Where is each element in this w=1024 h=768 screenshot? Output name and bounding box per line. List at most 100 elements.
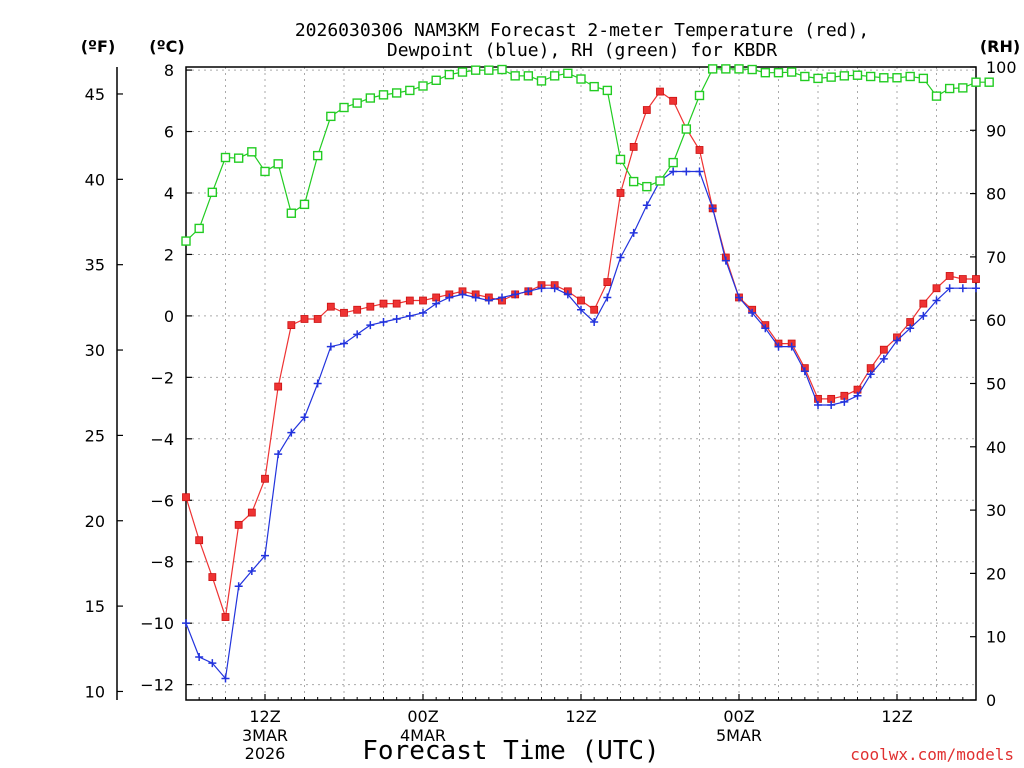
dewpoint-point — [682, 167, 691, 176]
temperature-point — [379, 299, 388, 308]
dewpoint-point — [853, 391, 862, 400]
temperature-point — [195, 536, 204, 545]
rh-point — [260, 166, 270, 177]
fahrenheit-unit-label: (ºF) — [81, 37, 116, 56]
rh-point — [905, 71, 915, 82]
dewpoint-point — [445, 293, 454, 302]
temperature-point — [182, 493, 190, 502]
celsius-tick-label: −2 — [150, 368, 174, 387]
celsius-tick-label: −4 — [150, 430, 174, 449]
dewpoint-point — [787, 342, 796, 351]
dewpoint-point — [748, 308, 757, 317]
dewpoint-point — [972, 284, 980, 293]
rh-point — [747, 64, 757, 75]
temperature-point — [695, 146, 704, 154]
fahrenheit-tick-label: 20 — [85, 512, 105, 531]
time-tick-label: 00Z — [407, 707, 438, 726]
rh-point — [470, 65, 481, 75]
rh-tick-label: 30 — [986, 501, 1006, 520]
rh-tick-label: 20 — [986, 564, 1006, 583]
dewpoint-point — [866, 370, 875, 379]
dewpoint-point — [814, 401, 822, 410]
rh-point — [194, 223, 204, 234]
celsius-tick-label: −12 — [140, 676, 174, 695]
temperature-point — [261, 474, 269, 483]
rh-point — [391, 88, 402, 98]
temperature-point — [287, 321, 296, 330]
rh-point — [378, 90, 389, 100]
rh-point — [628, 176, 639, 187]
rh-point — [852, 70, 863, 80]
fahrenheit-tick-label: 40 — [85, 170, 105, 189]
rh-point — [339, 102, 349, 113]
rh-line — [185, 68, 990, 242]
rh-tick-label: 100 — [986, 58, 1017, 77]
dewpoint-point — [945, 284, 954, 293]
temperature-point — [669, 96, 678, 105]
credit-text: coolwx.com/models — [850, 745, 1014, 764]
temperature-point — [392, 299, 401, 308]
temperature-point — [656, 87, 664, 96]
fahrenheit-tick-label: 35 — [85, 256, 105, 275]
dewpoint-point — [708, 204, 717, 213]
rh-point — [773, 67, 784, 78]
dewpoint-point — [642, 201, 651, 210]
celsius-tick-label: 0 — [164, 307, 174, 326]
celsius-tick-label: −10 — [140, 614, 174, 633]
dewpoint-point — [419, 308, 427, 317]
dewpoint-point — [577, 305, 585, 314]
rh-point — [563, 68, 573, 79]
rh-point — [879, 73, 889, 83]
rh-point — [286, 208, 297, 218]
celsius-axis-ticks: 8 6 4 2 0 −2 −4 −6 −8 −10 −12 — [140, 61, 192, 695]
rh-tick-label: 0 — [986, 691, 996, 710]
dewpoint-point — [906, 324, 915, 333]
rh-point — [497, 64, 507, 75]
rh-point — [273, 159, 283, 169]
dewpoint-point — [458, 290, 467, 299]
temperature-point — [590, 305, 599, 314]
rh-point — [892, 73, 902, 83]
dewpoint-point — [182, 619, 190, 628]
rh-tick-label: 90 — [986, 121, 1006, 140]
dewpoint-point — [893, 336, 901, 345]
rh-unit-label: (RH) — [980, 37, 1020, 56]
rh-point — [589, 81, 599, 92]
rh-point — [602, 85, 613, 96]
rh-tick-label: 50 — [986, 375, 1006, 394]
temperature-point — [616, 189, 625, 197]
rh-point — [813, 73, 823, 84]
rh-tick-label: 60 — [986, 311, 1006, 330]
rh-point — [668, 157, 678, 168]
rh-point — [444, 69, 455, 80]
rh-point — [655, 176, 665, 186]
temperature-point — [234, 520, 243, 529]
rh-point — [312, 150, 323, 161]
time-tick-label: 00Z — [723, 707, 754, 726]
temperature-point — [577, 296, 585, 305]
time-tick-label: 12Z — [249, 707, 280, 726]
temperature-point — [313, 315, 322, 323]
dewpoint-point — [353, 330, 362, 339]
temperature-point — [603, 278, 612, 286]
temperature-point — [972, 275, 980, 283]
dewpoint-point — [590, 318, 599, 327]
dewpoint-point — [366, 321, 375, 330]
fahrenheit-tick-label: 15 — [85, 597, 105, 616]
temperature-point — [419, 296, 427, 305]
celsius-tick-label: −6 — [150, 491, 174, 510]
temperature-point — [326, 302, 335, 311]
dewpoint-point — [550, 284, 559, 293]
rh-point — [431, 75, 441, 85]
temperature-point — [405, 296, 414, 305]
dewpoint-point — [524, 287, 533, 296]
dewpoint-point — [287, 428, 296, 437]
rh-point — [457, 67, 468, 77]
dewpoint-point — [629, 228, 638, 237]
dewpoint-point — [932, 296, 941, 305]
temperature-point — [221, 613, 230, 621]
dewpoint-point — [221, 674, 230, 683]
dewpoint-point — [537, 284, 546, 293]
series-rh — [181, 64, 994, 246]
